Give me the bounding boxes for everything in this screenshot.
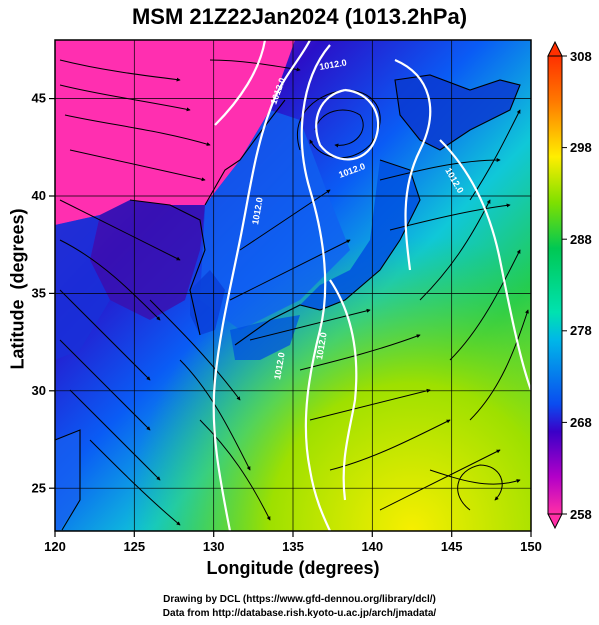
longitude-tick-labels: 120 125 130 135 140 145 150 — [44, 539, 542, 554]
latitude-tick-labels: 25 30 35 40 45 — [32, 91, 46, 496]
coastlines — [55, 74, 521, 531]
lat-tick-45: 45 — [32, 91, 46, 106]
lon-tick-140: 140 — [361, 539, 383, 554]
lat-tick-30: 30 — [32, 383, 46, 398]
lon-tick-125: 125 — [123, 539, 145, 554]
colorbar-tick-278: 278 — [570, 323, 592, 338]
colorbar: 258 268 278 288 298 308 — [547, 40, 592, 530]
svg-text:1012.0: 1012.0 — [272, 351, 287, 380]
isobars — [212, 40, 531, 531]
wind-streamlines — [59, 59, 529, 526]
lat-tick-25: 25 — [32, 481, 46, 496]
colorbar-tick-268: 268 — [570, 415, 592, 430]
colorbar-tick-298: 298 — [570, 140, 592, 155]
lat-tick-35: 35 — [32, 286, 46, 301]
lon-tick-135: 135 — [282, 539, 304, 554]
svg-text:1012.0: 1012.0 — [250, 196, 265, 225]
svg-text:1012.0: 1012.0 — [319, 57, 348, 72]
colorbar-tick-308: 308 — [570, 49, 592, 64]
lat-tick-40: 40 — [32, 188, 46, 203]
temperature-field: 1012.0 1012.0 1012.0 1012.0 1012.0 1012.… — [55, 40, 531, 531]
credit-data: Data from http://database.rish.kyoto-u.a… — [162, 608, 437, 619]
svg-text:1012.0: 1012.0 — [314, 331, 329, 360]
map-title: MSM 21Z22Jan2024 (1013.2hPa) — [131, 4, 468, 29]
colorbar-tick-258: 258 — [570, 507, 592, 522]
colorbar-max-arrow — [547, 40, 563, 57]
colorbar-tick-288: 288 — [570, 232, 592, 247]
x-axis-label: Longitude (degrees) — [206, 558, 380, 578]
credit-drawing: Drawing by DCL (https://www.gfd-dennou.o… — [163, 594, 436, 605]
lon-tick-120: 120 — [44, 539, 66, 554]
lon-tick-150: 150 — [520, 539, 542, 554]
lon-tick-130: 130 — [203, 539, 225, 554]
y-axis-label: Latitude (degrees) — [7, 208, 28, 370]
lon-tick-145: 145 — [441, 539, 463, 554]
colorbar-min-arrow — [547, 513, 563, 530]
grid-lines — [55, 40, 531, 531]
